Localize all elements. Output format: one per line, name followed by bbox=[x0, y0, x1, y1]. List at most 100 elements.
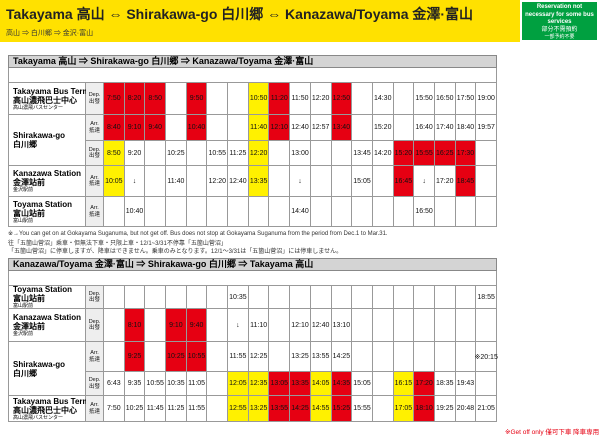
time-cell bbox=[372, 286, 394, 309]
time-cell bbox=[186, 286, 208, 309]
time-cell: 18:35 bbox=[434, 372, 456, 396]
time-cell bbox=[269, 141, 291, 166]
stop-kind: Arr. 抵達 bbox=[86, 166, 104, 197]
stop-label: Toyama Station 富山站前 富山駅前 bbox=[8, 197, 86, 227]
time-cell bbox=[352, 83, 373, 115]
time-cell bbox=[290, 286, 311, 309]
time-cell bbox=[145, 197, 167, 227]
time-cell: 12:40 bbox=[228, 166, 249, 197]
kind-en: Arr. bbox=[90, 205, 99, 211]
time-cell bbox=[207, 309, 229, 342]
time-cell: 8:50 bbox=[145, 83, 167, 115]
stop-name-zh: 富山站前 bbox=[13, 294, 45, 303]
time-cell bbox=[145, 286, 167, 309]
footnote: 「五箇山菅沼」に停車しますが、降車はできません。乗車のみとなります。12/1～3… bbox=[8, 249, 343, 255]
kind-zh: 抵達 bbox=[88, 408, 100, 415]
time-cell: 10:25 bbox=[124, 396, 146, 422]
time-cell: 12:05 bbox=[228, 372, 249, 396]
time-cell: 10:35 bbox=[228, 286, 249, 309]
time-cell: 11:25 bbox=[228, 141, 249, 166]
time-cell bbox=[310, 197, 332, 227]
time-cell: ↓ bbox=[414, 166, 435, 197]
time-cell: 14:40 bbox=[290, 197, 311, 227]
stop-name-ja: 高山濃飛バスセンター bbox=[13, 104, 64, 111]
kind-zh: 抵達 bbox=[88, 356, 100, 363]
time-cell: 7:50 bbox=[104, 396, 125, 422]
marker-row bbox=[8, 271, 497, 286]
time-cell: 15:05 bbox=[352, 166, 373, 197]
stop-label: Takayama Bus Terminal 高山濃飛巴士中心 高山濃飛バスセンター bbox=[8, 83, 104, 115]
time-cell: 10:55 bbox=[145, 372, 167, 396]
kind-zh: 出發 bbox=[88, 325, 100, 331]
time-cell: 12:10 bbox=[290, 309, 311, 342]
time-cell: 9:25 bbox=[124, 342, 146, 372]
time-cell: 15:25 bbox=[331, 396, 353, 422]
time-cell bbox=[310, 166, 332, 197]
time-cell: 10:35 bbox=[166, 372, 187, 396]
time-cell bbox=[269, 286, 291, 309]
time-cell bbox=[145, 141, 167, 166]
stop-label: Shirakawa-go 白川郷 bbox=[8, 342, 86, 396]
time-cell bbox=[331, 141, 353, 166]
time-cell: 17:50 bbox=[455, 83, 477, 115]
kind-zh: 抵達 bbox=[88, 127, 100, 134]
stop-name: Kanazawa Station bbox=[13, 169, 82, 178]
time-cell: 13:35 bbox=[248, 166, 270, 197]
kind-en: Arr. bbox=[90, 350, 99, 356]
time-cell bbox=[331, 286, 353, 309]
time-cell: 10:40 bbox=[186, 115, 208, 141]
time-cell: 12:55 bbox=[228, 396, 249, 422]
time-cell bbox=[207, 286, 229, 309]
time-cell: 12:20 bbox=[310, 83, 332, 115]
time-cell bbox=[166, 286, 187, 309]
stop-name: Takayama Bus Terminal bbox=[13, 86, 104, 96]
time-cell bbox=[455, 309, 477, 342]
time-cell bbox=[476, 141, 497, 166]
time-cell: ↓ bbox=[228, 309, 249, 342]
kind-en: Arr. bbox=[90, 121, 99, 127]
time-cell bbox=[186, 141, 208, 166]
kind-en: Dep. bbox=[88, 92, 101, 98]
time-cell bbox=[145, 342, 167, 372]
reservation-badge: Reservation not necessary for some bus s… bbox=[522, 2, 597, 40]
stop-kind: Arr. 抵達 bbox=[86, 342, 104, 372]
stop-label: Kanazawa Station 金澤站前 金沢駅前 bbox=[8, 309, 86, 342]
time-cell bbox=[455, 342, 477, 372]
time-cell bbox=[434, 286, 456, 309]
stop-name: Shirakawa-go bbox=[13, 359, 66, 369]
time-cell: 10:55 bbox=[207, 141, 229, 166]
kind-en: Arr. bbox=[90, 174, 99, 181]
time-cell bbox=[372, 309, 394, 342]
time-cell: 19:57 bbox=[476, 115, 497, 141]
time-cell: 14:20 bbox=[372, 141, 394, 166]
time-cell bbox=[207, 83, 229, 115]
stop-kind: Dep. 出發 bbox=[86, 372, 104, 396]
time-cell bbox=[207, 396, 229, 422]
kind-zh: 出發 bbox=[88, 297, 100, 303]
stop-name-ja: 富山駅前 bbox=[13, 217, 34, 224]
stop-name-zh: 高山濃飛巴士中心 bbox=[13, 405, 77, 415]
time-cell: 17:30 bbox=[455, 141, 477, 166]
time-cell bbox=[248, 286, 270, 309]
time-cell bbox=[228, 197, 249, 227]
kind-en: Dep. bbox=[88, 146, 101, 153]
time-cell bbox=[476, 197, 497, 227]
time-cell bbox=[124, 286, 146, 309]
time-cell: 21:05 bbox=[476, 396, 497, 422]
title-band bbox=[0, 0, 520, 42]
time-cell bbox=[434, 342, 456, 372]
time-cell bbox=[248, 197, 270, 227]
time-cell: 17:05 bbox=[393, 396, 415, 422]
time-cell: 13:55 bbox=[269, 396, 291, 422]
time-cell: 9:50 bbox=[186, 83, 208, 115]
time-cell bbox=[166, 115, 187, 141]
stop-name-ja: 金沢駅前 bbox=[13, 331, 34, 337]
time-cell: 12:40 bbox=[310, 309, 332, 342]
stop-label: Shirakawa-go 白川郷 bbox=[8, 115, 86, 166]
time-cell bbox=[414, 286, 435, 309]
time-cell: 19:43 bbox=[455, 372, 477, 396]
time-cell: 15:20 bbox=[372, 115, 394, 141]
time-cell: 17:40 bbox=[434, 115, 456, 141]
time-cell bbox=[372, 166, 394, 197]
time-cell bbox=[434, 197, 456, 227]
